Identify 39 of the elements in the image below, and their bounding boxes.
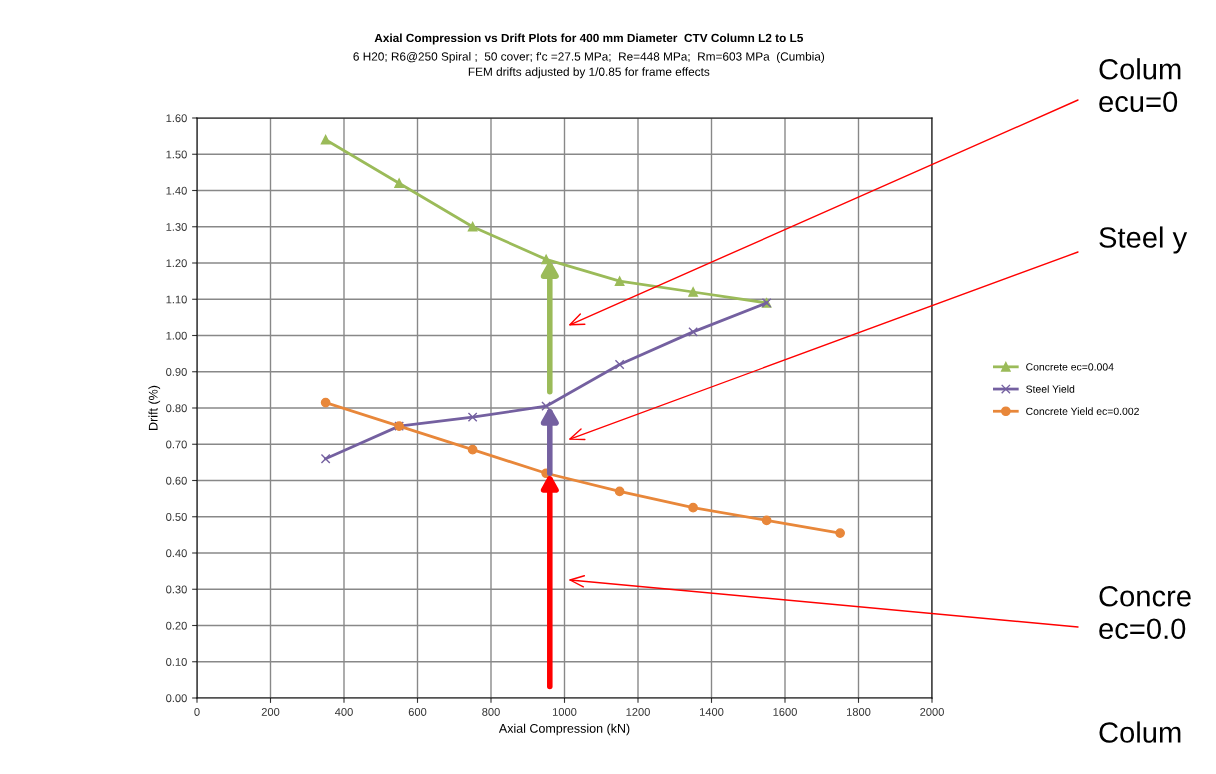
y-tick-label: 1.20	[166, 259, 187, 268]
legend-label: Concrete Yield ec=0.002	[1026, 407, 1139, 416]
x-tick-label: 2000	[920, 708, 944, 716]
y-tick-label: 0.10	[166, 658, 187, 666]
y-axis-title: Drift (%)	[148, 385, 161, 430]
y-tick-label: 0.20	[166, 621, 187, 630]
y-tick-label: 0.70	[166, 440, 187, 449]
y-tick-label: 0.30	[166, 585, 187, 594]
y-tick-label: 1.50	[166, 150, 187, 159]
x-tick-label: 1200	[626, 708, 650, 716]
x-tick-label: 600	[408, 708, 427, 716]
y-tick-label: 0.50	[166, 513, 187, 521]
y-tick-label: 0.80	[166, 404, 187, 413]
chart-title: Axial Compression vs Drift Plots for 400 mm Diameter CTV Column L2 to L5	[374, 33, 804, 45]
x-tick-label: 200	[261, 708, 280, 716]
x-tick-label: 1600	[773, 708, 797, 716]
y-tick-label: 1.60	[166, 114, 187, 123]
y-tick-label: 1.00	[166, 331, 187, 340]
x-tick-label: 1000	[552, 708, 577, 716]
y-tick-label: 0.00	[166, 694, 187, 703]
y-tick-label: 0.60	[166, 476, 187, 485]
text: Steel y	[1099, 226, 1188, 254]
x-tick-label: 400	[334, 708, 353, 716]
x-tick-label: 1400	[699, 708, 724, 716]
y-tick-label: 1.10	[166, 295, 187, 304]
x-tick-label: 800	[482, 708, 500, 716]
text: Colum	[1099, 721, 1181, 743]
legend-label: Steel Yield	[1026, 385, 1075, 393]
x-tick-label: 1800	[846, 708, 871, 716]
y-tick-label: 1.40	[166, 186, 187, 195]
legend-label: Concrete ec=0.004	[1026, 363, 1114, 371]
text: Colum ecu=0	[1099, 58, 1181, 113]
y-tick-label: 1.30	[166, 223, 187, 231]
x-axis-title: Axial Compression (kN)	[498, 723, 630, 736]
chart-subtitle: 6 H20; R6@250 Spiral ; 50 cover; f'c =27.5 MPa; Re=448 MPa; Rm=603 MPa (Cumbia) FEM drifts adjusted by 1/0.85 for frame effects	[353, 52, 825, 79]
y-tick-label: 0.90	[166, 368, 187, 376]
y-tick-label: 0.40	[166, 549, 187, 558]
text: Concre ec=0.0	[1099, 585, 1191, 640]
x-tick-label: 0	[194, 708, 200, 716]
